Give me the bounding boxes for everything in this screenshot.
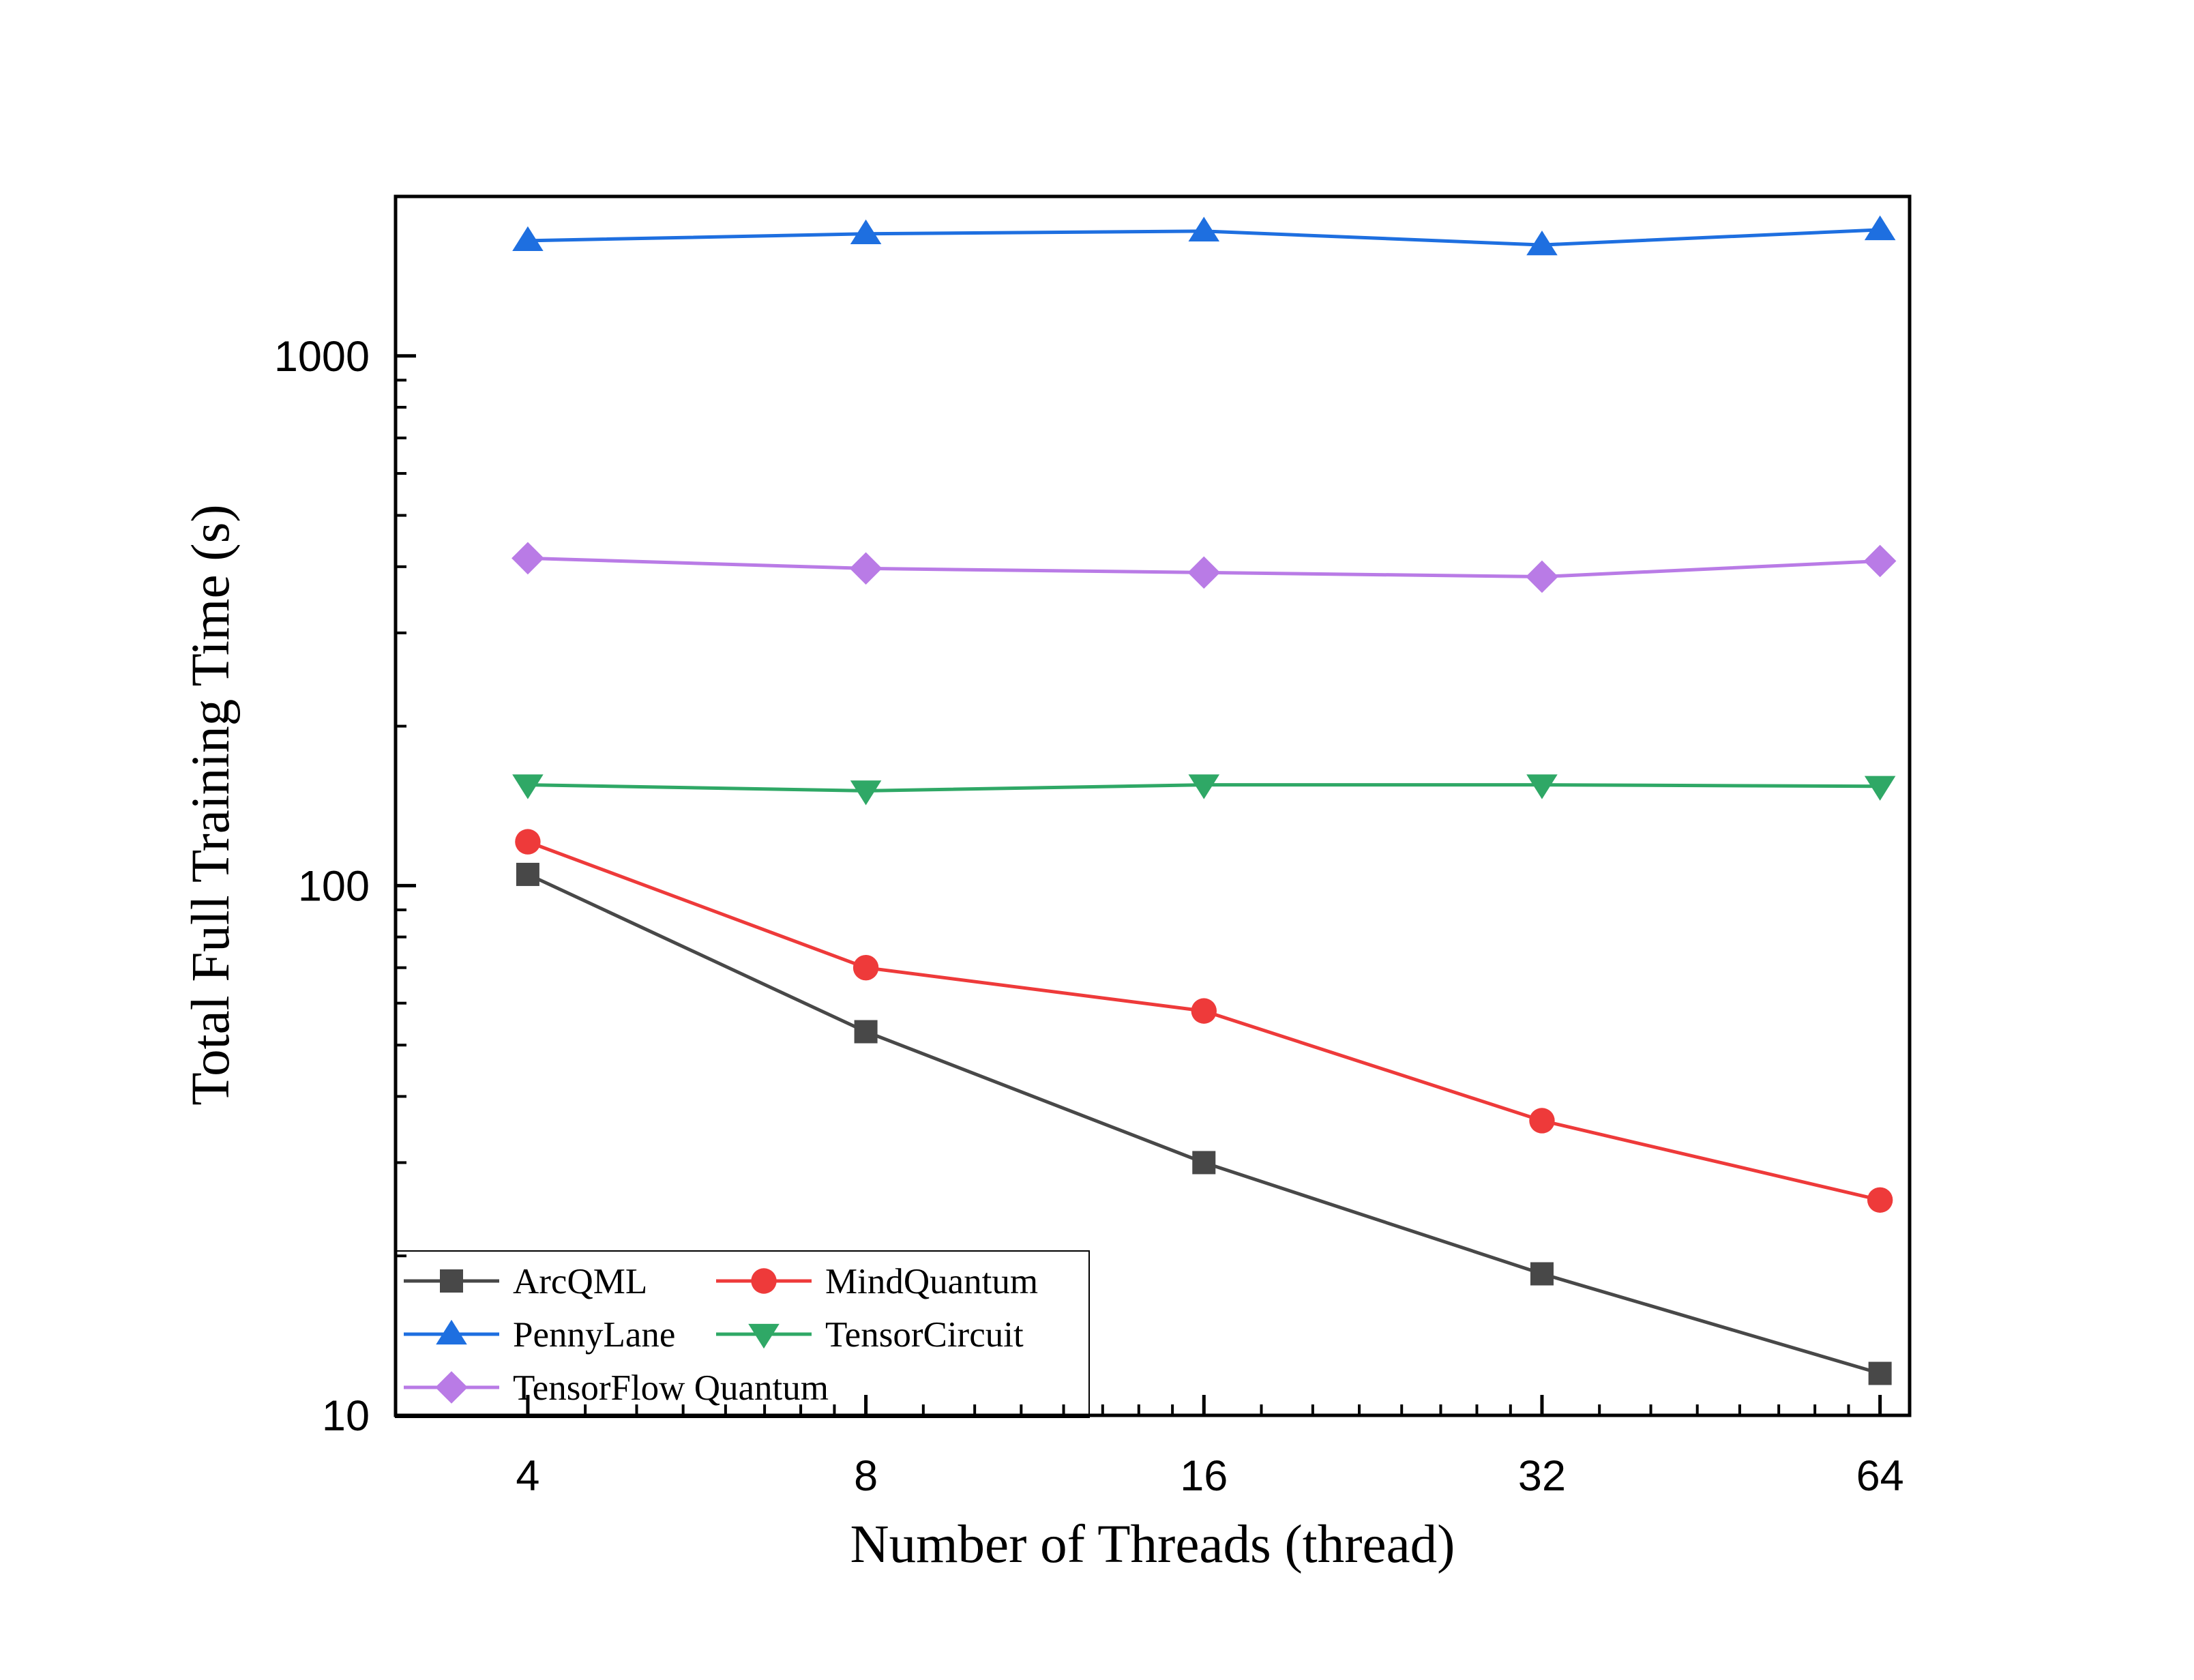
data-point-mindquantum-1 — [853, 954, 879, 981]
y-axis-title: Total Full Training Time (s) — [181, 504, 241, 1105]
data-point-mindquantum-4 — [1867, 1187, 1893, 1213]
legend-label-pennylane: PennyLane — [513, 1315, 675, 1355]
data-point-mindquantum-2 — [1191, 998, 1217, 1024]
data-point-pennylane-1 — [850, 219, 882, 244]
x-tick-label-4: 64 — [1856, 1452, 1904, 1500]
y-tick-label-2: 1000 — [274, 333, 370, 381]
x-tick-label-1: 8 — [854, 1452, 878, 1500]
data-point-tensorcircuit-4 — [1864, 776, 1896, 801]
legend-marker-pennylane — [436, 1319, 467, 1345]
series-pennylane — [512, 215, 1896, 256]
legend-label-mindquantum: MindQuantum — [825, 1262, 1038, 1301]
legend-item-arcqml: ArcQML — [404, 1262, 647, 1301]
legend-item-tensorcircuit: TensorCircuit — [716, 1315, 1024, 1355]
series-mindquantum — [515, 829, 1893, 1213]
data-point-tensorflow-quantum-3 — [1526, 560, 1558, 593]
data-point-tensorflow-quantum-0 — [512, 542, 544, 575]
data-point-tensorcircuit-2 — [1188, 774, 1220, 799]
data-point-pennylane-0 — [512, 226, 544, 252]
data-point-pennylane-3 — [1526, 230, 1558, 256]
legend-item-pennylane: PennyLane — [404, 1315, 675, 1355]
series-tensorflow-quantum — [512, 542, 1897, 593]
data-point-tensorflow-quantum-4 — [1863, 544, 1897, 578]
axes — [394, 194, 1912, 1417]
legend-label-tensorflow-quantum: TensorFlow Quantum — [513, 1368, 829, 1408]
labels: Number of Threads (thread) Total Full Tr… — [181, 504, 1455, 1574]
data-point-mindquantum-3 — [1529, 1108, 1555, 1134]
legend-label-arcqml: ArcQML — [513, 1262, 647, 1301]
series-arcqml — [516, 862, 1892, 1385]
data-point-tensorcircuit-1 — [850, 780, 882, 806]
data-point-tensorcircuit-3 — [1526, 774, 1558, 799]
legend-marker-tensorflow-quantum — [435, 1371, 468, 1404]
data-point-arcqml-1 — [854, 1020, 878, 1044]
x-tick-label-2: 16 — [1180, 1452, 1228, 1500]
legend-item-mindquantum: MindQuantum — [716, 1262, 1038, 1301]
data-point-pennylane-4 — [1864, 215, 1896, 241]
legend-marker-tensorcircuit — [748, 1323, 780, 1349]
data-point-arcqml-4 — [1868, 1361, 1892, 1385]
legend-label-tensorcircuit: TensorCircuit — [825, 1315, 1024, 1355]
ticks: 4 8 16 32 64 10 100 1000 — [274, 195, 1904, 1500]
data-point-tensorflow-quantum-2 — [1187, 556, 1221, 589]
data-point-pennylane-2 — [1188, 216, 1220, 242]
data-point-mindquantum-0 — [515, 829, 541, 855]
data-point-tensorcircuit-0 — [512, 774, 544, 799]
plot-frame — [394, 194, 1912, 1417]
data-point-tensorflow-quantum-1 — [849, 552, 883, 585]
x-tick-label-3: 32 — [1518, 1452, 1566, 1500]
series-tensorcircuit — [512, 774, 1896, 806]
data-point-arcqml-2 — [1192, 1151, 1216, 1175]
legend-marker-mindquantum — [751, 1268, 777, 1294]
x-tick-label-0: 4 — [516, 1452, 539, 1500]
x-axis-title: Number of Threads (thread) — [850, 1515, 1455, 1574]
legend-item-tensorflow-quantum: TensorFlow Quantum — [404, 1368, 829, 1408]
data-point-arcqml-0 — [516, 862, 539, 886]
series-layer — [512, 215, 1897, 1385]
legend-marker-arcqml — [440, 1269, 463, 1293]
data-point-arcqml-3 — [1530, 1262, 1554, 1286]
y-tick-label-0: 10 — [322, 1392, 370, 1440]
y-tick-label-1: 100 — [298, 862, 370, 910]
legend: ArcQML MindQuantum PennyLane TensorCircuit T… — [395, 1250, 1090, 1418]
